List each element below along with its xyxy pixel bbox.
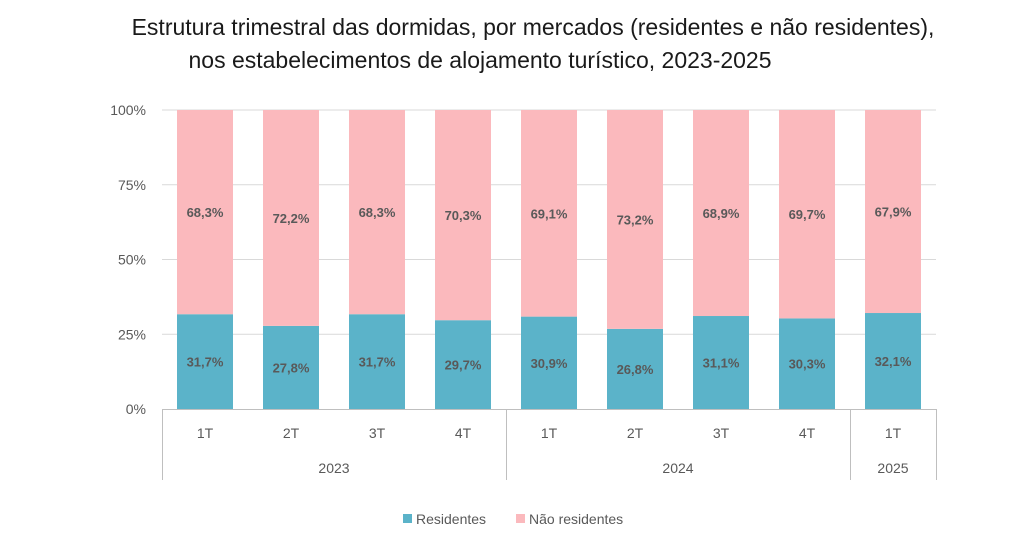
x-category-label: 2T [283, 425, 300, 441]
bar-residentes [779, 318, 835, 409]
x-category-label: 3T [369, 425, 386, 441]
data-label: 69,7% [789, 207, 826, 222]
x-group-label: 2023 [318, 460, 349, 476]
x-category-label: 1T [541, 425, 558, 441]
y-tick-label: 100% [110, 102, 146, 118]
bar-residentes [865, 313, 921, 409]
x-category-label: 1T [885, 425, 902, 441]
x-category-label: 2T [627, 425, 644, 441]
legend: Residentes Não residentes [403, 511, 623, 527]
bar-nao-residentes [779, 110, 835, 319]
chart-title-line-2: nos estabelecimentos de alojamento turís… [188, 47, 771, 73]
bar-residentes [607, 328, 663, 409]
data-label: 31,7% [359, 355, 396, 370]
y-tick-label: 75% [118, 177, 146, 193]
data-label: 31,1% [703, 356, 740, 371]
data-label: 27,8% [273, 360, 310, 375]
bars [177, 110, 921, 409]
y-axis-ticks: 0% 25% 50% 75% 100% [110, 102, 146, 417]
bar-nao-residentes [435, 110, 491, 321]
data-labels: 31,7% 68,3% 27,8% 72,2% 31,7% 68,3% 29,7% 70,3%… [187, 205, 912, 377]
bar-nao-residentes [263, 110, 319, 326]
data-label: 68,3% [359, 205, 396, 220]
data-label: 32,1% [875, 354, 912, 369]
x-category-label: 4T [799, 425, 816, 441]
legend-swatch-residentes [403, 514, 412, 523]
bar-nao-residentes [177, 110, 233, 315]
bar-nao-residentes [865, 110, 921, 314]
bar-residentes [263, 325, 319, 409]
x-group-label: 2025 [877, 460, 908, 476]
x-group-label: 2024 [662, 460, 693, 476]
bar-nao-residentes [521, 110, 577, 317]
bar-nao-residentes [607, 110, 663, 329]
data-label: 68,3% [187, 205, 224, 220]
data-label: 26,8% [617, 362, 654, 377]
y-tick-label: 50% [118, 252, 146, 268]
data-label: 72,2% [273, 211, 310, 226]
bar-nao-residentes [349, 110, 405, 315]
bar-residentes [435, 320, 491, 409]
legend-label-nao-residentes: Não residentes [529, 511, 623, 527]
data-label: 68,9% [703, 206, 740, 221]
x-category-label: 1T [197, 425, 214, 441]
legend-label-residentes: Residentes [416, 511, 486, 527]
data-label: 29,7% [445, 358, 482, 373]
bar-residentes [521, 316, 577, 409]
data-label: 70,3% [445, 208, 482, 223]
y-tick-label: 0% [126, 401, 146, 417]
data-label: 69,1% [531, 206, 568, 221]
data-label: 30,9% [531, 356, 568, 371]
data-label: 67,9% [875, 205, 912, 220]
bar-residentes [693, 316, 749, 409]
x-category-label: 3T [713, 425, 730, 441]
bar-residentes [349, 314, 405, 409]
x-category-label: 4T [455, 425, 472, 441]
chart-title-line-1: Estrutura trimestral das dormidas, por m… [132, 14, 935, 40]
data-label: 73,2% [617, 212, 654, 227]
chart-title: Estrutura trimestral das dormidas, por m… [132, 14, 935, 73]
data-label: 31,7% [187, 355, 224, 370]
x-axis: 1T 2T 3T 4T 1T 2T 3T 4T 1T 2023 2024 2025 [162, 409, 937, 480]
bar-nao-residentes [693, 110, 749, 317]
y-tick-label: 25% [118, 326, 146, 342]
data-label: 30,3% [789, 357, 826, 372]
legend-swatch-nao-residentes [516, 514, 525, 523]
bar-residentes [177, 314, 233, 409]
